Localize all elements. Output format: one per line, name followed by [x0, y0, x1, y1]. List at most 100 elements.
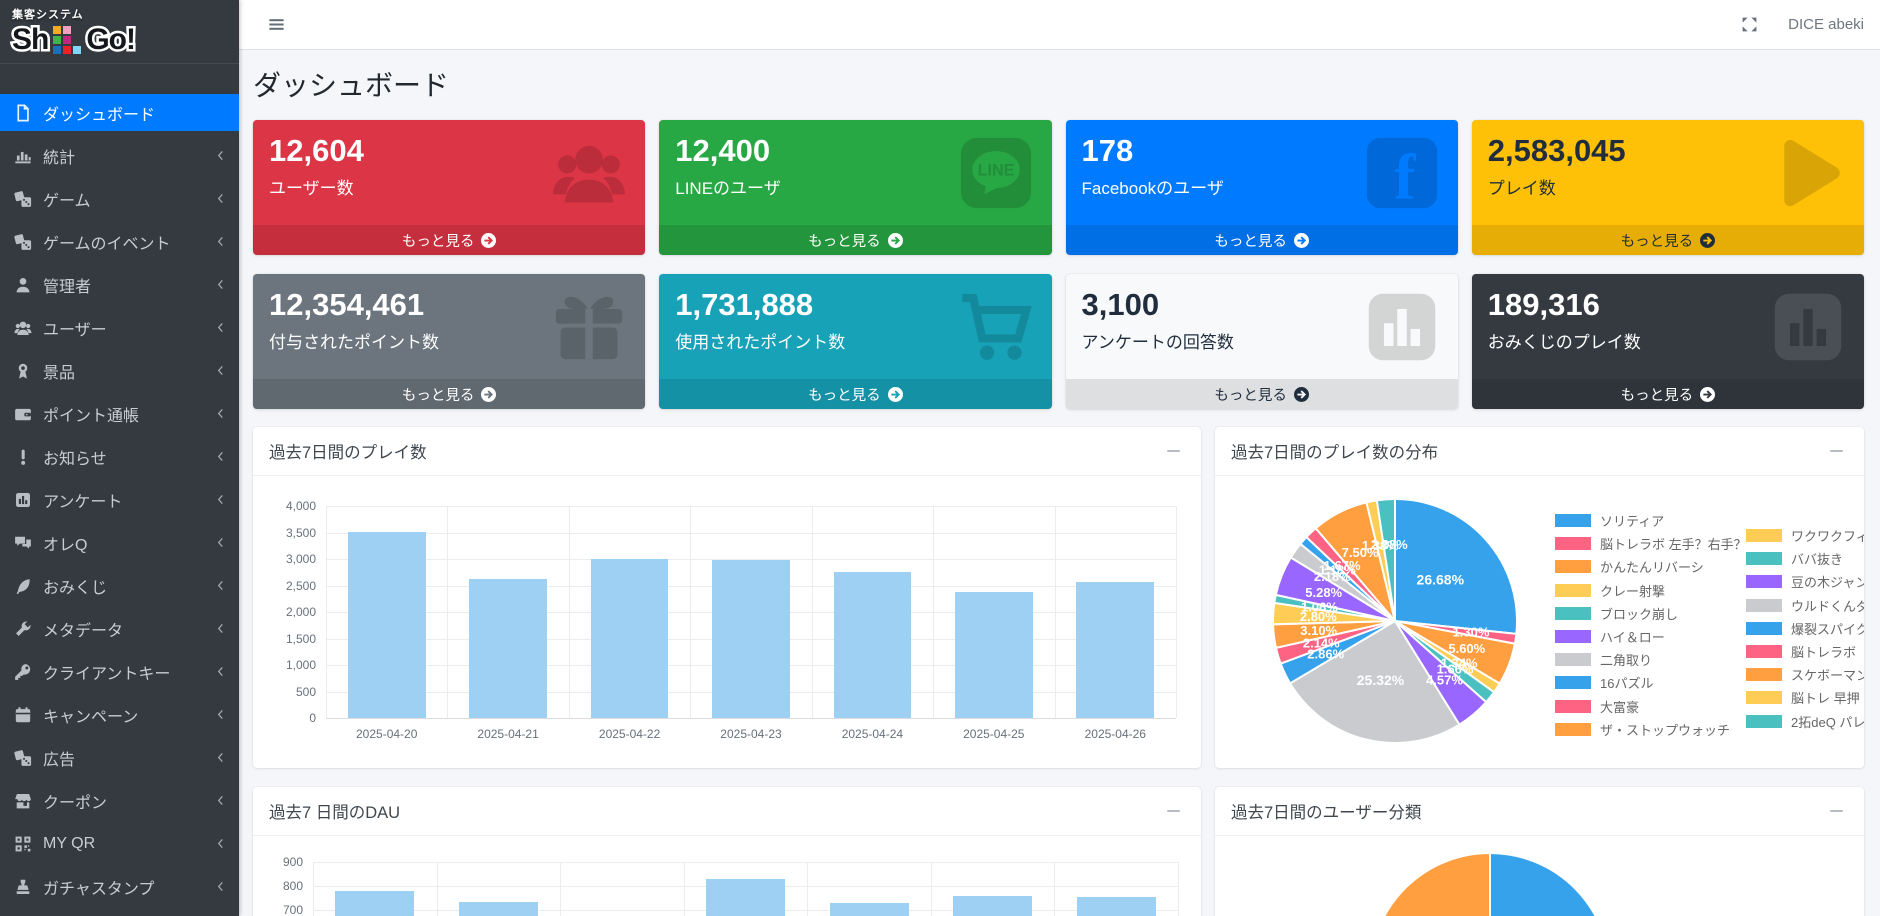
collapse-button[interactable] — [1824, 439, 1848, 463]
pie-slice-label: 1.38% — [1362, 538, 1399, 553]
fullscreen-icon[interactable] — [1741, 16, 1758, 33]
more-link[interactable]: もっと見る — [253, 225, 646, 255]
gridline — [326, 559, 1176, 560]
sidebar-item-dashboard[interactable]: ダッシュボード — [0, 94, 239, 131]
legend-color-swatch — [1746, 714, 1782, 728]
sidebar-item-my-qr[interactable]: MY QR — [0, 825, 239, 862]
logo-square — [53, 26, 62, 34]
legend-label: かんたんリバーシ — [1600, 560, 1704, 576]
legend-label: 大富豪 — [1600, 699, 1640, 715]
legend-label: クレー射撃 — [1600, 583, 1666, 599]
sidebar-item-coupon[interactable]: クーポン — [0, 782, 239, 819]
legend-item[interactable]: ソリティア — [1555, 511, 1664, 530]
more-link[interactable]: もっと見る — [659, 225, 1052, 255]
legend-item[interactable]: 脳トレラボ 左手？右手？ — [1555, 534, 1747, 553]
sidebar-item-gacha-stamp[interactable]: ガチャスタンプ — [0, 868, 239, 905]
more-link[interactable]: もっと見る — [1471, 225, 1864, 255]
legend-item[interactable]: 豆の木ジャン — [1746, 572, 1864, 591]
bar — [335, 891, 415, 916]
legend-item[interactable]: ザ・ストップウォッチ — [1555, 720, 1730, 739]
sidebar-item-client-key[interactable]: クライアントキー — [0, 653, 239, 690]
more-link[interactable]: もっと見る — [659, 379, 1052, 409]
x-tick-label: 2025-04-25 — [963, 727, 1025, 741]
legend-item[interactable]: 2拓deQ パレ — [1746, 712, 1864, 731]
legend-color-swatch — [1555, 560, 1591, 574]
bar — [1076, 896, 1156, 916]
wallet-icon — [14, 405, 32, 423]
sidebar-item-prize[interactable]: 景品 — [0, 352, 239, 389]
sidebar-item-stats[interactable]: 統計 — [0, 137, 239, 174]
gridline — [326, 532, 1176, 534]
legend-item[interactable]: ブロック崩し — [1555, 604, 1678, 623]
sidebar-item-campaign[interactable]: キャンペーン — [0, 696, 239, 733]
more-link[interactable]: もっと見る — [1065, 379, 1458, 409]
users-icon — [14, 319, 32, 337]
more-label: もっと見る — [1214, 233, 1287, 250]
hamburger-menu-icon[interactable] — [268, 16, 285, 33]
chevron-left-icon — [217, 581, 223, 590]
chevron-left-icon — [217, 796, 223, 805]
legend-item[interactable]: かんたんリバーシ — [1555, 557, 1704, 576]
charts-row-2: 過去7 日間のDAU 9008007006005004003002001000 … — [253, 787, 1864, 916]
play-icon — [1770, 135, 1846, 211]
more-link[interactable]: もっと見る — [1065, 225, 1458, 255]
legend-item[interactable]: 16パズル — [1555, 673, 1653, 692]
legend-item[interactable]: 二角取り — [1555, 650, 1652, 669]
legend-label: ババ抜き — [1791, 552, 1844, 568]
x-tick-label: 2025-04-26 — [1084, 727, 1146, 741]
legend-item[interactable]: スケボーマン — [1746, 665, 1864, 684]
legend-item[interactable]: ババ抜き — [1746, 549, 1843, 568]
sidebar-item-label: クーポン — [43, 794, 108, 812]
sidebar-item-game-event[interactable]: ゲームのイベント — [0, 223, 239, 260]
sidebar-item-point-book[interactable]: ポイント通帳 — [0, 395, 239, 432]
user-menu[interactable]: DICE abeki — [1788, 16, 1864, 33]
collapse-button[interactable] — [1161, 799, 1185, 823]
chevron-left-icon — [217, 237, 223, 246]
sidebar-item-game[interactable]: ゲーム — [0, 180, 239, 217]
sidebar-item-survey[interactable]: アンケート — [0, 481, 239, 518]
more-link[interactable]: もっと見る — [1471, 379, 1864, 409]
legend-item[interactable]: 大富豪 — [1555, 697, 1639, 716]
collapse-button[interactable] — [1824, 799, 1848, 823]
gridline — [1176, 506, 1177, 718]
logo-square — [63, 46, 72, 54]
sidebar-item-omikuji[interactable]: おみくじ — [0, 567, 239, 604]
y-tick-label: 3,500 — [285, 525, 316, 540]
bar — [590, 558, 669, 718]
brand[interactable]: 集客システム Sh Go! — [0, 0, 239, 64]
more-link[interactable]: もっと見る — [253, 379, 646, 409]
legend-label: 16パズル — [1600, 676, 1654, 692]
legend-item[interactable]: クレー射撃 — [1555, 581, 1665, 600]
pie-slice-label: 7.50% — [1342, 545, 1379, 560]
legend-item[interactable]: ハイ＆ロー — [1555, 627, 1665, 646]
brand-logo-squares — [53, 26, 82, 54]
sidebar-item-users[interactable]: ユーザー — [0, 309, 239, 346]
legend-color-swatch — [1746, 621, 1782, 635]
panel-title: 過去7日間のユーザー分類 — [1231, 804, 1422, 822]
award-icon — [14, 362, 32, 380]
legend-label: 脳トレ 早押 — [1791, 691, 1860, 707]
collapse-button[interactable] — [1161, 439, 1185, 463]
legend-item[interactable]: 脳トレ 早押 — [1746, 688, 1860, 707]
legend-item[interactable]: 脳トレラボ — [1746, 642, 1856, 661]
sidebar-item-label: ダッシュボード — [43, 106, 156, 124]
legend-label: ソリティア — [1600, 514, 1665, 529]
sidebar-item-admin[interactable]: 管理者 — [0, 266, 239, 303]
y-tick-label: 900 — [282, 855, 303, 869]
chevron-left-icon — [217, 667, 223, 676]
legend-item[interactable]: 爆裂スパイク — [1746, 619, 1864, 638]
cart-icon — [958, 289, 1034, 365]
stat-value: 12,400 — [675, 133, 771, 168]
x-tick-label: 2025-04-21 — [477, 727, 539, 741]
sidebar-item-metadata[interactable]: メタデータ — [0, 610, 239, 647]
sidebar-item-oreq[interactable]: オレQ — [0, 524, 239, 561]
gridline — [1054, 506, 1056, 718]
sidebar-item-label: アンケート — [43, 493, 123, 511]
y-tick-label: 2,500 — [285, 578, 316, 593]
sidebar-item-notice[interactable]: お知らせ — [0, 438, 239, 475]
legend-item[interactable]: ワクワクフィ — [1746, 526, 1864, 545]
key-icon — [14, 663, 32, 681]
sidebar-item-ad[interactable]: 広告 — [0, 739, 239, 776]
gridline — [568, 506, 570, 718]
legend-item[interactable]: ウルドくんダ — [1746, 596, 1864, 615]
